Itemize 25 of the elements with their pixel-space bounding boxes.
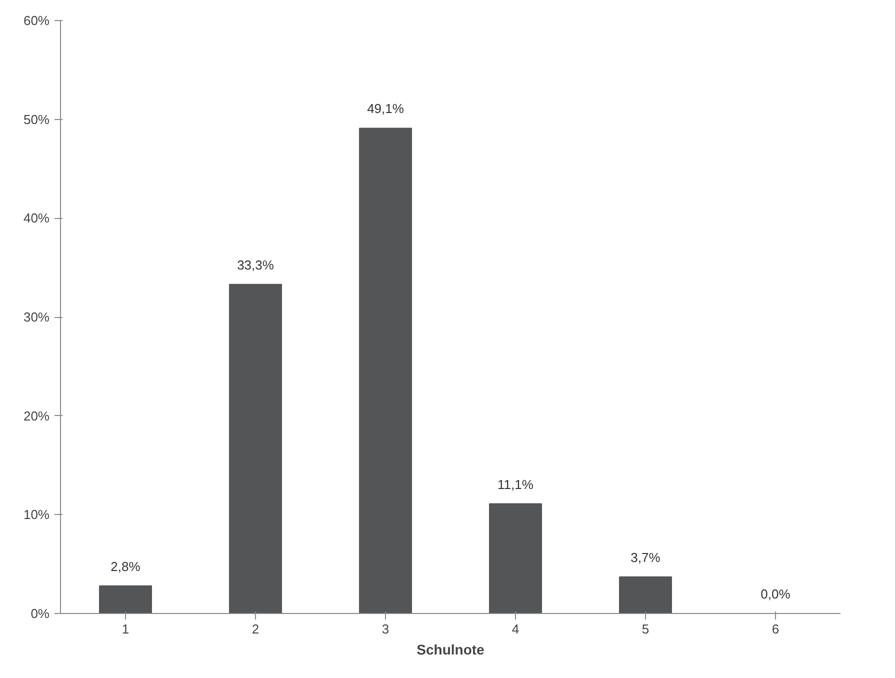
x-tick-label: 2	[252, 622, 260, 636]
y-tick-label: 60%	[23, 13, 50, 28]
y-tick-label: 20%	[23, 408, 50, 424]
x-tick-label: 3	[382, 622, 390, 636]
data-label: 2,8%	[110, 558, 141, 574]
bar	[619, 576, 672, 614]
x-tick-label: 1	[122, 622, 130, 636]
data-label: 33,3%	[237, 257, 274, 272]
data-label: 49,1%	[367, 101, 404, 116]
y-tick-label: 40%	[23, 210, 50, 226]
bar	[99, 585, 152, 614]
x-tick-label: 6	[772, 622, 780, 636]
bar	[359, 128, 412, 614]
data-label: 0,0%	[760, 586, 791, 602]
y-tick-label: 0%	[30, 606, 50, 621]
y-tick-label: 10%	[23, 507, 50, 522]
data-label: 11,1%	[498, 476, 534, 492]
y-tick-label: 30%	[23, 310, 50, 324]
data-label: 3,7%	[630, 550, 661, 565]
bar	[229, 284, 282, 614]
y-tick-label: 50%	[23, 112, 50, 127]
x-axis-title: Schulnote	[416, 642, 485, 658]
bar	[489, 503, 542, 614]
x-tick-label: 5	[642, 622, 650, 636]
x-tick-label: 4	[512, 622, 520, 636]
